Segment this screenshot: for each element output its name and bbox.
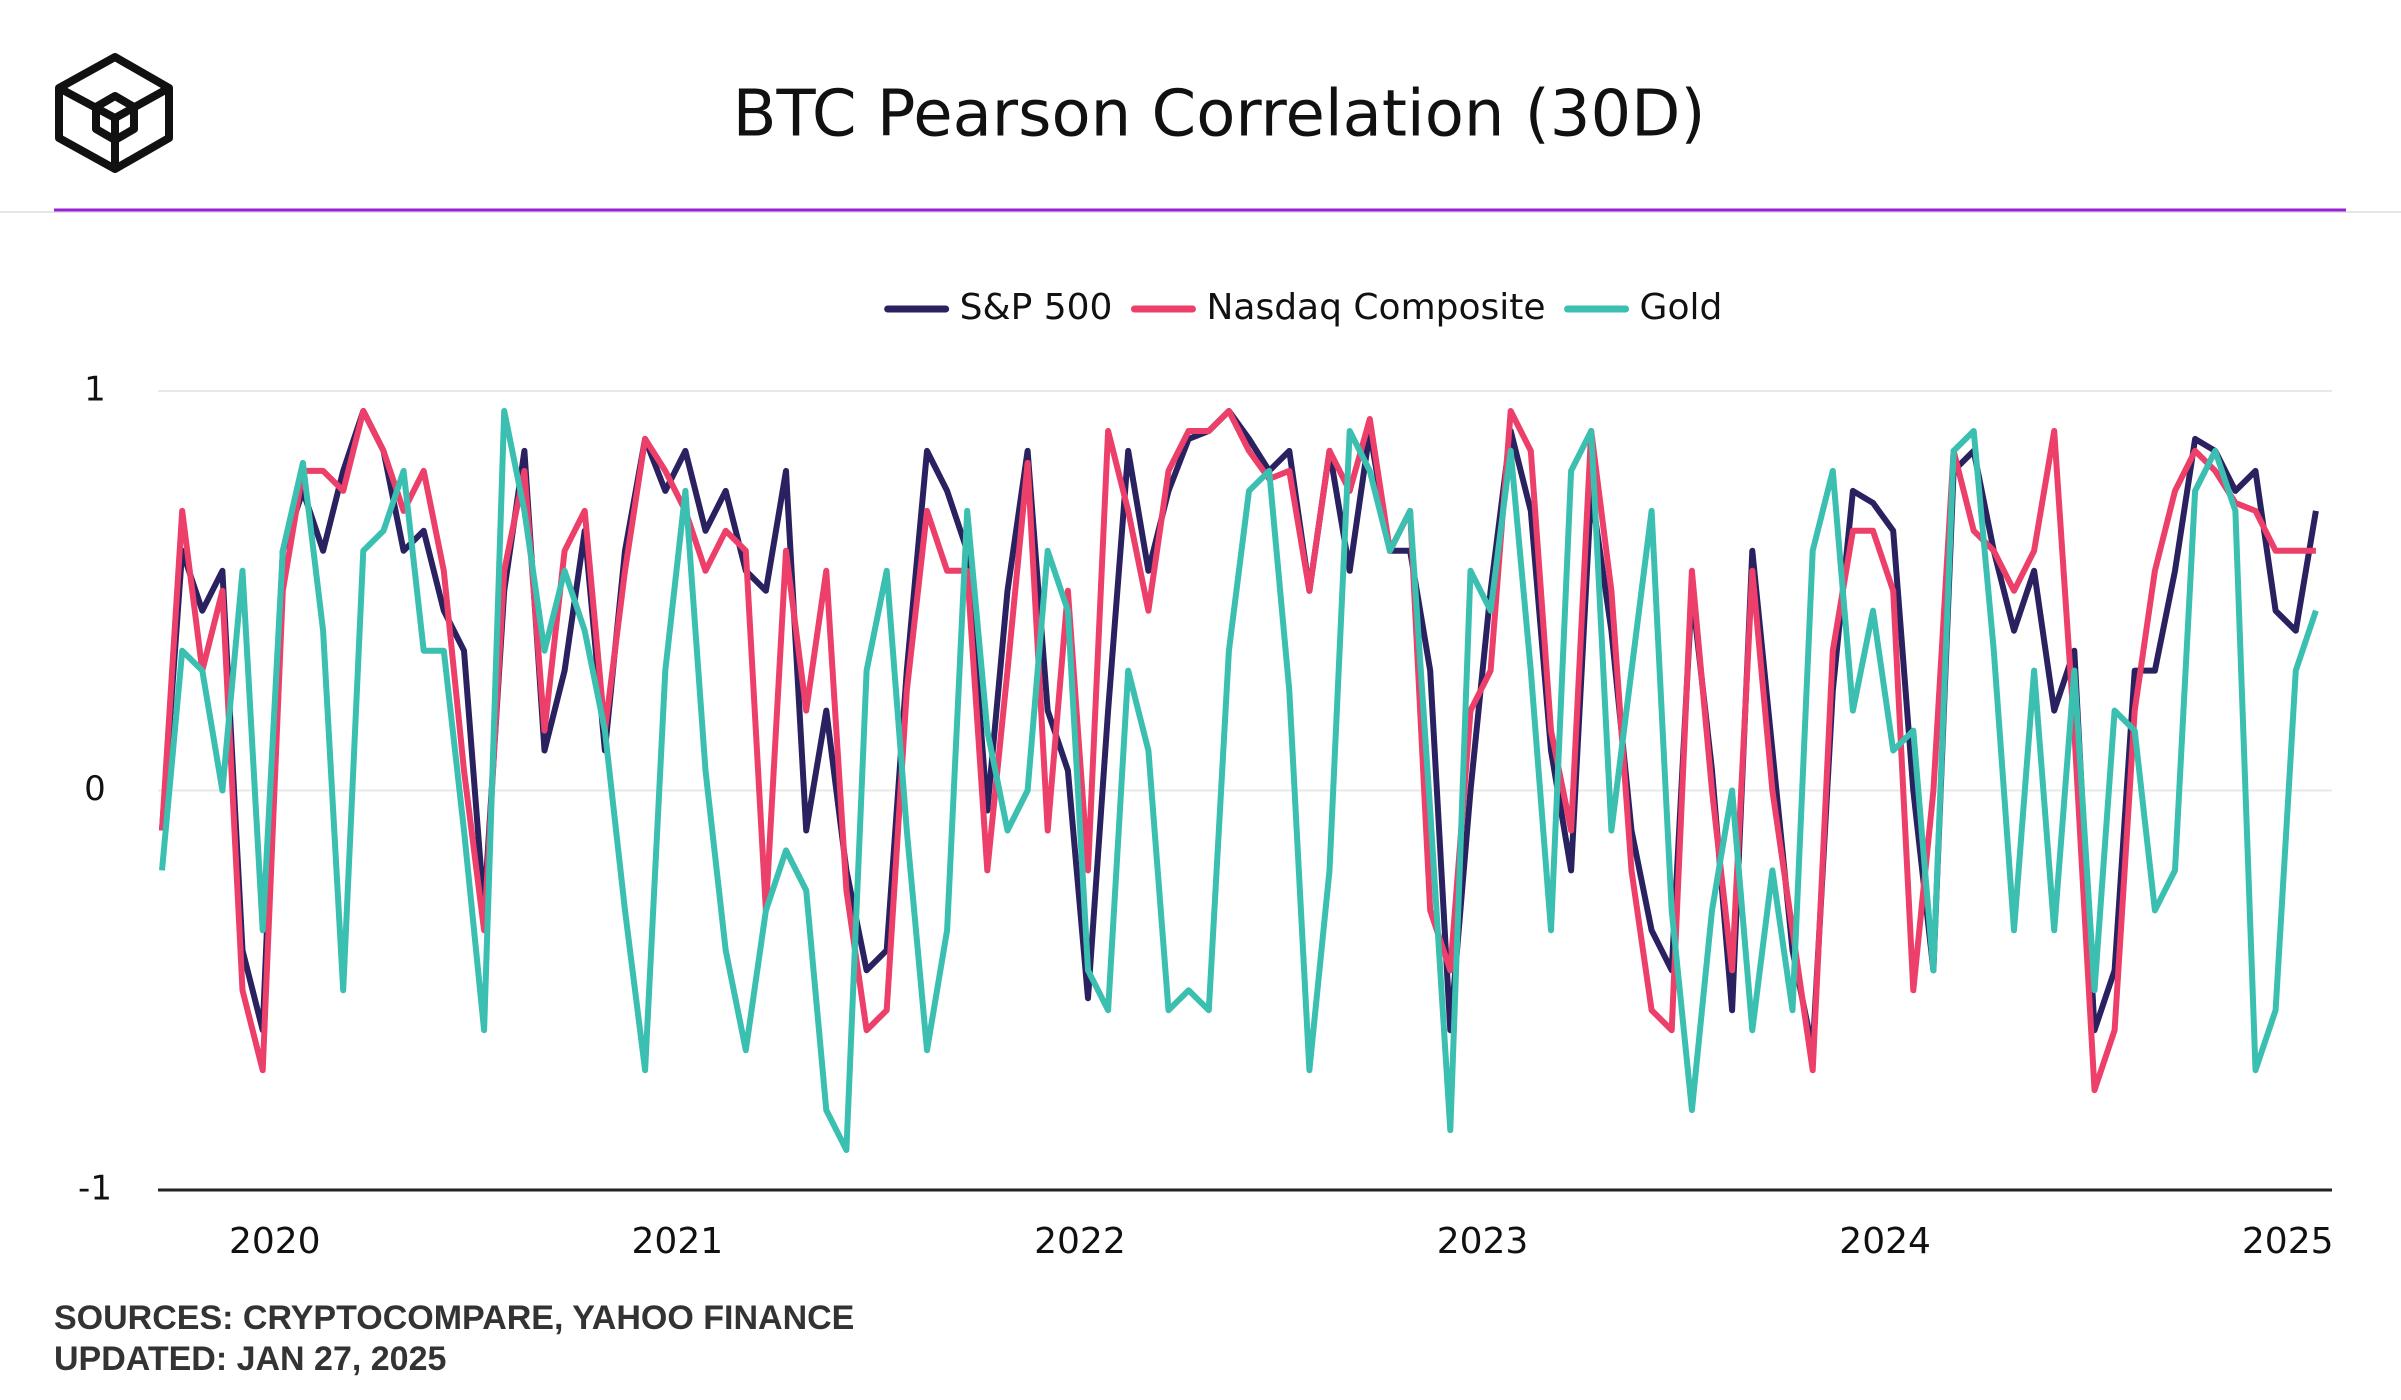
- chart-title: BTC Pearson Correlation (30D): [733, 78, 1706, 152]
- source-note: SOURCES: CRYPTOCOMPARE, YAHOO FINANCE: [54, 1299, 854, 1337]
- x-tick-label: 2025: [2242, 1221, 2334, 1262]
- legend: S&P 500 Nasdaq Composite Gold: [884, 287, 1723, 328]
- x-tick-label: 2021: [632, 1221, 724, 1262]
- legend-label: S&P 500: [960, 287, 1113, 328]
- legend-label: Gold: [1640, 287, 1723, 328]
- y-tick-label: 0: [84, 769, 106, 809]
- y-tick-label: 1: [84, 370, 106, 410]
- x-tick-label: 2024: [1839, 1221, 1931, 1262]
- legend-label: Nasdaq Composite: [1206, 287, 1545, 328]
- updated-note: UPDATED: JAN 27, 2025: [54, 1340, 446, 1378]
- series-line: [159, 408, 2319, 1153]
- logo: [55, 53, 173, 173]
- x-tick-label: 2020: [229, 1221, 321, 1262]
- legend-item: Gold: [1564, 287, 1723, 328]
- legend-item: S&P 500: [884, 287, 1113, 328]
- legend-item: Nasdaq Composite: [1130, 287, 1546, 328]
- x-tick-label: 2022: [1034, 1221, 1126, 1262]
- y-tick-label: -1: [78, 1169, 112, 1209]
- x-tick-label: 2023: [1437, 1221, 1529, 1262]
